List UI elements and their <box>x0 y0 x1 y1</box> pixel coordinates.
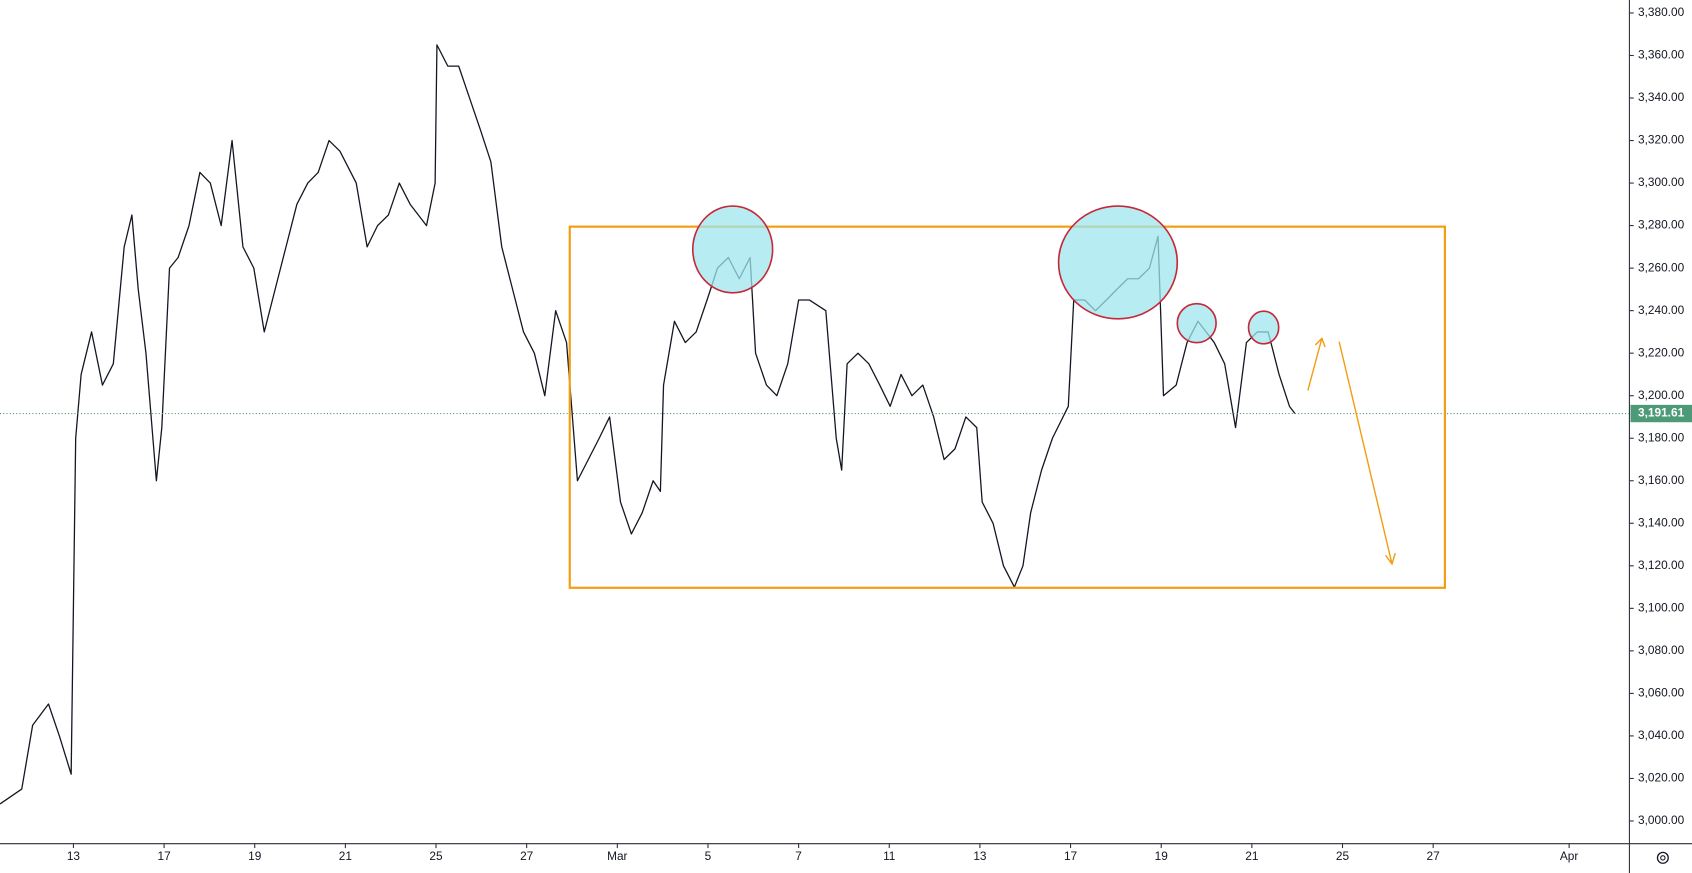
y-tick-label: 3,380.00 <box>1638 5 1685 19</box>
settings-icon[interactable] <box>1656 851 1669 864</box>
x-tick-label: 17 <box>157 849 170 863</box>
x-tick-label: 27 <box>1427 849 1440 863</box>
x-tick-label: 25 <box>429 849 443 863</box>
y-tick-label: 3,300.00 <box>1638 175 1685 189</box>
x-tick-label: 27 <box>520 849 533 863</box>
x-tick-label: 17 <box>1064 849 1077 863</box>
y-tick-label: 3,040.00 <box>1638 728 1685 742</box>
y-tick-label: 3,140.00 <box>1638 515 1685 529</box>
y-tick-label: 3,080.00 <box>1638 643 1685 657</box>
y-tick-label: 3,120.00 <box>1638 558 1685 572</box>
arrow-up <box>1307 337 1326 391</box>
settings-gear[interactable] <box>1656 851 1669 864</box>
y-tick-label: 3,000.00 <box>1638 813 1685 827</box>
annotations <box>568 205 1446 589</box>
y-tick-label: 3,200.00 <box>1638 388 1685 402</box>
x-tick-label: 13 <box>973 849 987 863</box>
x-tick-label: 19 <box>248 849 262 863</box>
x-tick-label: Apr <box>1560 849 1578 863</box>
y-tick-label: 3,100.00 <box>1638 600 1685 614</box>
y-tick-label: 3,220.00 <box>1638 345 1685 359</box>
y-tick-label: 3,360.00 <box>1638 48 1685 62</box>
y-tick-label: 3,260.00 <box>1638 260 1685 274</box>
current-price-tag <box>1630 404 1692 423</box>
x-tick-label: 11 <box>883 849 896 863</box>
highlight-circle <box>1176 302 1217 344</box>
x-tick-label: 7 <box>795 849 802 863</box>
y-tick-label: 3,320.00 <box>1638 133 1685 147</box>
arrows <box>1307 337 1396 566</box>
y-tick-label: 3,180.00 <box>1638 430 1685 444</box>
current-price-label: 3,191.61 <box>1638 406 1685 420</box>
y-tick-label: 3,340.00 <box>1638 90 1685 104</box>
highlight-circle <box>1057 205 1179 320</box>
x-tick-label: 13 <box>67 849 81 863</box>
highlight-circle <box>691 205 774 294</box>
y-tick-label: 3,020.00 <box>1638 771 1685 785</box>
x-tick-label: 5 <box>705 849 712 863</box>
y-tick-label: 3,060.00 <box>1638 686 1685 700</box>
x-tick-label: 21 <box>1245 849 1259 863</box>
y-tick-label: 3,240.00 <box>1638 303 1685 317</box>
arrow-down <box>1338 341 1396 566</box>
y-tick-label: 3,160.00 <box>1638 473 1685 487</box>
highlight-circle <box>1247 310 1280 345</box>
x-tick-label: 19 <box>1155 849 1169 863</box>
x-tick-label: 21 <box>339 849 353 863</box>
settings-gear-center <box>1660 855 1666 861</box>
range-box <box>568 225 1446 589</box>
y-tick-label: 3,280.00 <box>1638 218 1685 232</box>
x-tick-label: 25 <box>1336 849 1350 863</box>
x-tick-label: Mar <box>607 849 627 863</box>
